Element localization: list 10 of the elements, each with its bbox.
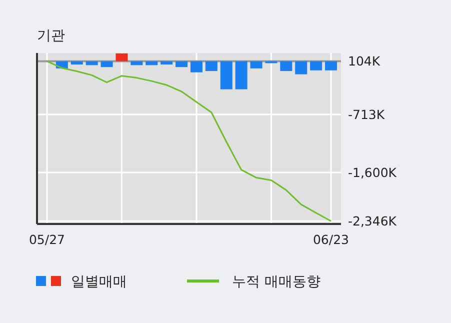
y-tick-label: -1,600K — [348, 164, 398, 180]
legend-일별매매: 일별매매 — [36, 274, 127, 290]
y-tick-label: -713K — [348, 107, 386, 122]
y-tick-label: 104K — [348, 54, 381, 69]
chart-title: 기관 — [37, 28, 65, 44]
legend-label: 누적 매매동향 — [232, 274, 320, 290]
x-tick-label: 06/23 — [312, 232, 350, 247]
legend-label: 일별매매 — [71, 274, 127, 290]
y-tick-label: -2,346K — [348, 214, 398, 229]
x-tick-label: 05/27 — [28, 232, 66, 247]
